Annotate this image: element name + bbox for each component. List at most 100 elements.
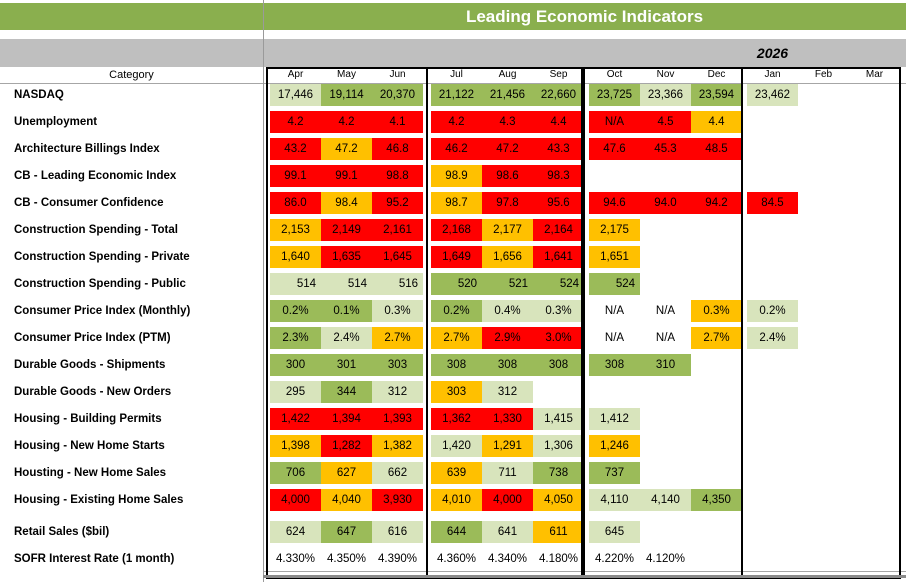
value-cell[interactable]: 521 <box>482 273 533 295</box>
value-cell[interactable] <box>691 548 742 570</box>
value-cell[interactable]: 4.4 <box>533 111 584 133</box>
value-cell[interactable]: 1,394 <box>321 408 372 430</box>
value-cell[interactable]: 4.2 <box>270 111 321 133</box>
value-cell[interactable] <box>747 462 798 484</box>
value-cell[interactable] <box>747 111 798 133</box>
value-cell[interactable]: 23,594 <box>691 84 742 106</box>
value-cell[interactable]: 48.5 <box>691 138 742 160</box>
value-cell[interactable] <box>691 521 742 543</box>
value-cell[interactable]: N/A <box>589 111 640 133</box>
value-cell[interactable]: 98.4 <box>321 192 372 214</box>
value-cell[interactable]: 4,000 <box>482 489 533 511</box>
value-cell[interactable] <box>798 138 849 160</box>
value-cell[interactable]: 611 <box>533 521 584 543</box>
value-cell[interactable]: 662 <box>372 462 423 484</box>
value-cell[interactable] <box>533 381 584 403</box>
value-cell[interactable] <box>798 354 849 376</box>
value-cell[interactable] <box>640 165 691 187</box>
value-cell[interactable]: 514 <box>270 273 321 295</box>
value-cell[interactable] <box>640 246 691 268</box>
value-cell[interactable]: 312 <box>372 381 423 403</box>
value-cell[interactable]: 1,649 <box>431 246 482 268</box>
value-cell[interactable]: 295 <box>270 381 321 403</box>
value-cell[interactable] <box>640 435 691 457</box>
value-cell[interactable]: 2,153 <box>270 219 321 241</box>
value-cell[interactable]: 641 <box>482 521 533 543</box>
value-cell[interactable]: 0.3% <box>533 300 584 322</box>
value-cell[interactable] <box>849 548 900 570</box>
value-cell[interactable]: 0.2% <box>431 300 482 322</box>
value-cell[interactable]: 4,040 <box>321 489 372 511</box>
value-cell[interactable]: 2.7% <box>431 327 482 349</box>
value-cell[interactable]: 2.3% <box>270 327 321 349</box>
value-cell[interactable]: 4.2 <box>431 111 482 133</box>
value-cell[interactable] <box>691 165 742 187</box>
value-cell[interactable]: 2.4% <box>747 327 798 349</box>
value-cell[interactable] <box>691 462 742 484</box>
value-cell[interactable] <box>849 138 900 160</box>
value-cell[interactable]: 4.1 <box>372 111 423 133</box>
value-cell[interactable]: 1,393 <box>372 408 423 430</box>
value-cell[interactable] <box>849 462 900 484</box>
value-cell[interactable]: 4,140 <box>640 489 691 511</box>
value-cell[interactable] <box>640 219 691 241</box>
value-cell[interactable]: 1,640 <box>270 246 321 268</box>
value-cell[interactable]: 645 <box>589 521 640 543</box>
value-cell[interactable] <box>747 138 798 160</box>
value-cell[interactable]: 4.5 <box>640 111 691 133</box>
value-cell[interactable] <box>798 192 849 214</box>
value-cell[interactable]: 98.6 <box>482 165 533 187</box>
value-cell[interactable] <box>589 381 640 403</box>
value-cell[interactable]: 3,930 <box>372 489 423 511</box>
value-cell[interactable] <box>747 408 798 430</box>
value-cell[interactable]: 0.1% <box>321 300 372 322</box>
value-cell[interactable]: 300 <box>270 354 321 376</box>
value-cell[interactable]: 514 <box>321 273 372 295</box>
value-cell[interactable] <box>747 435 798 457</box>
value-cell[interactable]: 303 <box>431 381 482 403</box>
value-cell[interactable]: 1,635 <box>321 246 372 268</box>
value-cell[interactable]: 2,168 <box>431 219 482 241</box>
value-cell[interactable]: 95.6 <box>533 192 584 214</box>
value-cell[interactable] <box>691 219 742 241</box>
value-cell[interactable]: 94.6 <box>589 192 640 214</box>
value-cell[interactable]: 1,412 <box>589 408 640 430</box>
value-cell[interactable]: 98.8 <box>372 165 423 187</box>
value-cell[interactable]: 2,161 <box>372 219 423 241</box>
value-cell[interactable]: 21,122 <box>431 84 482 106</box>
value-cell[interactable]: 308 <box>431 354 482 376</box>
value-cell[interactable]: 4.340% <box>487 553 527 565</box>
value-cell[interactable]: 1,282 <box>321 435 372 457</box>
value-cell[interactable] <box>798 300 849 322</box>
value-cell[interactable]: 312 <box>482 381 533 403</box>
value-cell[interactable] <box>640 521 691 543</box>
value-cell[interactable] <box>691 354 742 376</box>
value-cell[interactable]: 1,398 <box>270 435 321 457</box>
value-cell[interactable]: 2,175 <box>589 219 640 241</box>
value-cell[interactable]: 99.1 <box>321 165 372 187</box>
value-cell[interactable]: 627 <box>321 462 372 484</box>
value-cell[interactable]: 97.8 <box>482 192 533 214</box>
value-cell[interactable] <box>798 548 849 570</box>
value-cell[interactable] <box>589 165 640 187</box>
value-cell[interactable]: 4.180% <box>538 553 578 565</box>
value-cell[interactable]: 4,050 <box>533 489 584 511</box>
value-cell[interactable]: 4,000 <box>270 489 321 511</box>
value-cell[interactable]: 310 <box>640 354 691 376</box>
value-cell[interactable] <box>747 246 798 268</box>
value-cell[interactable]: 0.2% <box>270 300 321 322</box>
value-cell[interactable]: 4.220% <box>594 553 634 565</box>
value-cell[interactable] <box>747 521 798 543</box>
value-cell[interactable]: 644 <box>431 521 482 543</box>
value-cell[interactable]: 308 <box>533 354 584 376</box>
value-cell[interactable]: 47.2 <box>321 138 372 160</box>
value-cell[interactable] <box>849 192 900 214</box>
value-cell[interactable] <box>747 273 798 295</box>
value-cell[interactable]: 616 <box>372 521 423 543</box>
value-cell[interactable]: 1,382 <box>372 435 423 457</box>
value-cell[interactable]: 94.0 <box>640 192 691 214</box>
value-cell[interactable]: 516 <box>372 273 423 295</box>
value-cell[interactable] <box>747 165 798 187</box>
value-cell[interactable]: 1,641 <box>533 246 584 268</box>
value-cell[interactable]: 98.9 <box>431 165 482 187</box>
